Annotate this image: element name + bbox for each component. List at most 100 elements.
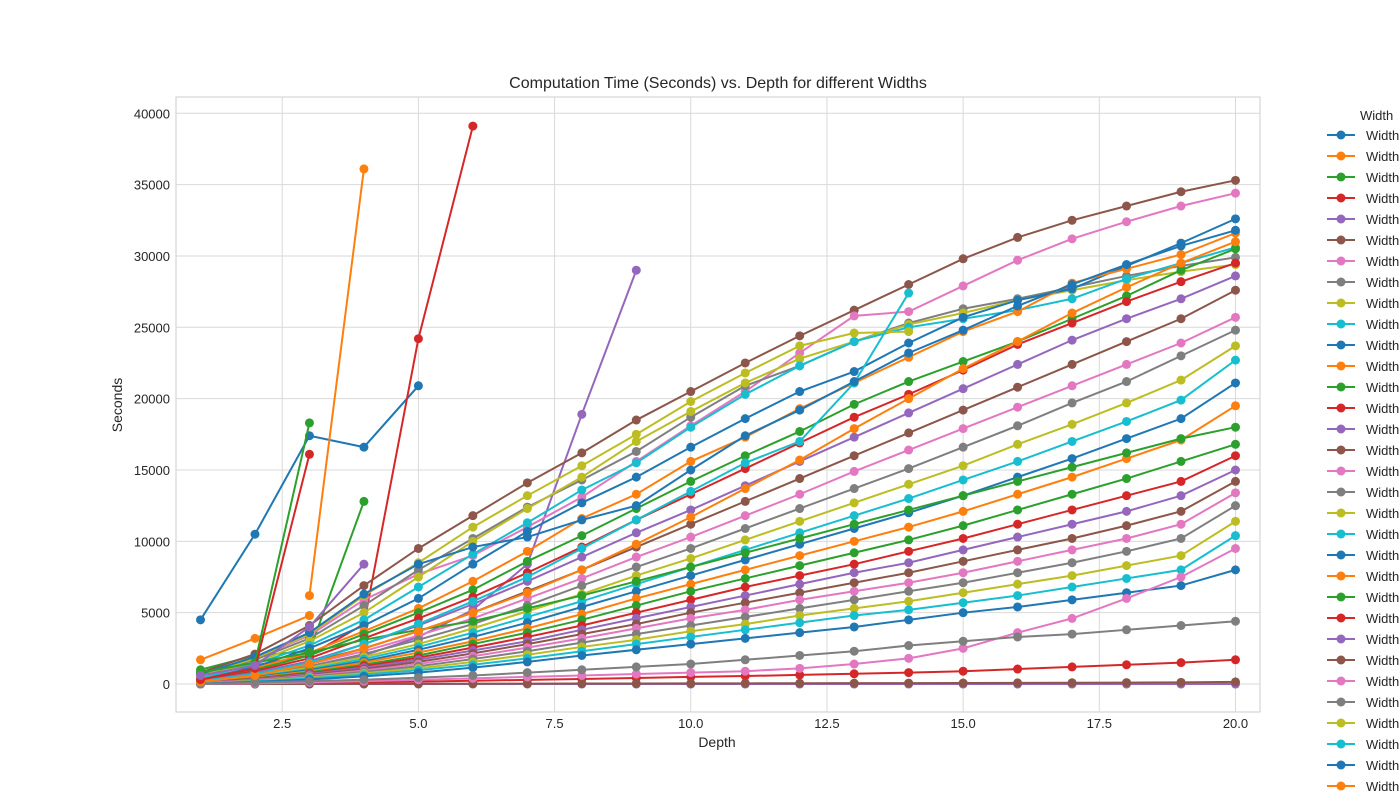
data-point <box>849 466 859 476</box>
legend-label: Width <box>1366 212 1399 227</box>
data-point <box>849 578 859 588</box>
data-point <box>1176 250 1186 260</box>
series-line <box>200 179 1236 674</box>
data-point <box>631 576 641 586</box>
data-point <box>795 436 805 446</box>
legend-label: Width <box>1366 338 1399 353</box>
legend-entry: Width <box>1327 527 1399 542</box>
data-point <box>359 675 369 685</box>
data-point <box>522 588 532 598</box>
data-point <box>196 670 206 680</box>
data-point <box>849 367 859 377</box>
data-point <box>849 646 859 656</box>
x-tick-label: 17.5 <box>1087 716 1112 731</box>
data-point <box>795 331 805 341</box>
data-point <box>904 428 914 438</box>
data-point <box>631 472 641 482</box>
data-point <box>522 491 532 501</box>
data-point <box>740 523 750 533</box>
legend-entry: Width <box>1327 779 1399 794</box>
legend-entry: Width <box>1327 233 1399 248</box>
data-point <box>522 657 532 667</box>
data-point <box>1067 519 1077 529</box>
data-point <box>522 532 532 542</box>
legend-label: Width <box>1366 737 1399 752</box>
data-point <box>795 670 805 680</box>
data-point <box>1176 572 1186 582</box>
data-point <box>740 625 750 635</box>
data-point <box>1230 175 1240 185</box>
y-tick-label: 15000 <box>134 463 170 478</box>
y-tick-label: 20000 <box>134 392 170 407</box>
data-point <box>304 591 314 601</box>
legend-entry: Width <box>1327 548 1399 563</box>
data-point <box>468 616 478 626</box>
legend-label: Width <box>1366 380 1399 395</box>
data-point <box>1230 422 1240 432</box>
data-point <box>795 618 805 628</box>
data-point <box>686 512 696 522</box>
data-point <box>1122 201 1132 211</box>
data-point <box>577 472 587 482</box>
data-point <box>631 489 641 499</box>
data-point <box>1230 565 1240 575</box>
data-point <box>468 608 478 618</box>
data-point <box>904 586 914 596</box>
data-point <box>1230 188 1240 198</box>
legend-marker <box>1336 718 1346 728</box>
data-point <box>849 519 859 529</box>
data-point <box>304 611 314 621</box>
data-point <box>958 578 968 588</box>
legend-label: Width <box>1366 653 1399 668</box>
series-line <box>200 520 1237 685</box>
data-point <box>1176 265 1186 275</box>
data-point <box>904 596 914 606</box>
data-point <box>522 572 532 582</box>
data-point <box>1122 533 1132 543</box>
data-point <box>849 622 859 632</box>
legend-entry: Width <box>1327 422 1399 437</box>
data-point <box>1013 664 1023 674</box>
legend-marker <box>1336 424 1346 434</box>
data-point <box>1067 398 1077 408</box>
data-point <box>904 307 914 317</box>
y-tick-label: 0 <box>163 677 170 692</box>
legend-label: Width <box>1366 716 1399 731</box>
data-point <box>849 412 859 422</box>
data-point <box>904 494 914 504</box>
legend-label: Width <box>1366 674 1399 689</box>
data-point <box>686 387 696 397</box>
data-point <box>1176 314 1186 324</box>
data-point <box>686 659 696 669</box>
data-point <box>686 465 696 475</box>
legend-label: Width <box>1366 170 1399 185</box>
legend-label: Width <box>1366 296 1399 311</box>
data-point <box>1230 355 1240 365</box>
legend-label: Width <box>1366 233 1399 248</box>
data-point <box>686 553 696 563</box>
data-point <box>1230 258 1240 268</box>
data-point <box>250 529 260 539</box>
series-line <box>200 240 1236 683</box>
data-point <box>1230 476 1240 486</box>
data-point <box>413 626 423 636</box>
legend-marker <box>1336 277 1346 287</box>
series-line <box>200 247 1236 682</box>
data-point <box>1122 593 1132 603</box>
data-point <box>904 605 914 615</box>
data-point <box>631 601 641 611</box>
data-point <box>304 622 314 632</box>
data-point <box>740 458 750 468</box>
data-point <box>1067 215 1077 225</box>
data-point <box>849 536 859 546</box>
data-point <box>1230 325 1240 335</box>
data-point <box>1013 232 1023 242</box>
data-point <box>686 579 696 589</box>
data-point <box>1230 401 1240 411</box>
data-point <box>1013 602 1023 612</box>
data-point <box>958 442 968 452</box>
data-point <box>1067 419 1077 429</box>
data-point <box>1067 308 1077 318</box>
data-point <box>686 543 696 553</box>
data-point <box>577 565 587 575</box>
